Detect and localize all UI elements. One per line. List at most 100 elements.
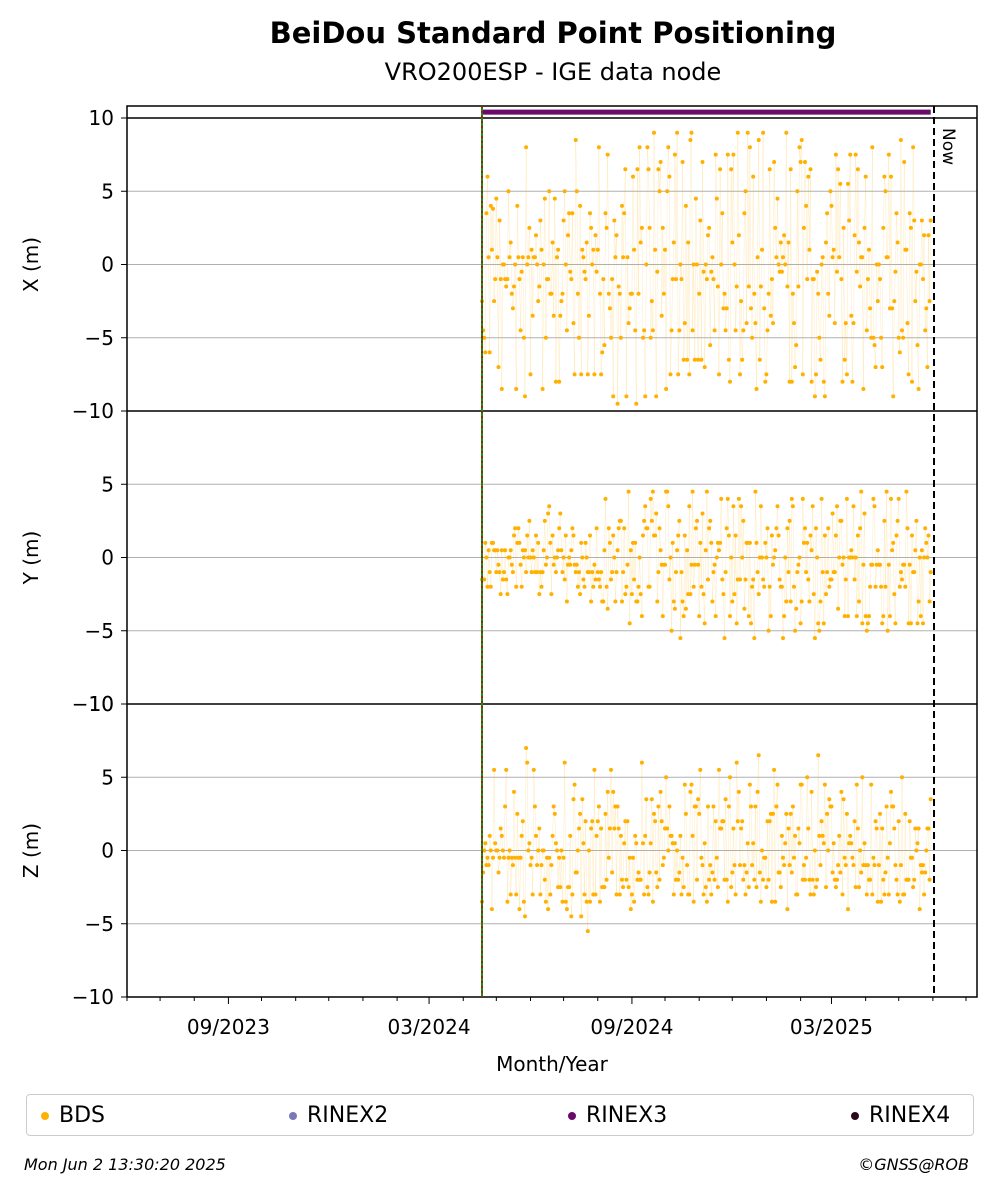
bds-point <box>903 811 908 816</box>
bds-point <box>594 269 599 274</box>
bds-point <box>764 555 769 560</box>
bds-point <box>596 577 601 582</box>
bds-point <box>740 819 745 824</box>
bds-point <box>602 885 607 890</box>
bds-point <box>790 804 795 809</box>
bds-point <box>928 797 933 802</box>
bds-point <box>537 826 542 831</box>
bds-point <box>702 365 707 370</box>
bds-point <box>702 621 707 626</box>
bds-point <box>521 899 526 904</box>
bds-point <box>536 299 541 304</box>
bds-point <box>809 548 814 553</box>
bds-point <box>569 277 574 282</box>
bds-point <box>887 841 892 846</box>
bds-point <box>807 877 812 882</box>
bds-point <box>782 614 787 619</box>
bds-point <box>487 833 492 838</box>
bds-point <box>784 811 789 816</box>
bds-point <box>824 592 828 597</box>
bds-point <box>523 394 527 399</box>
bds-point <box>900 775 904 780</box>
bds-point <box>775 196 780 201</box>
bds-point <box>788 599 793 604</box>
bds-point <box>509 291 514 296</box>
bds-point <box>547 189 552 194</box>
bds-point <box>530 548 535 553</box>
bds-point <box>557 855 562 860</box>
bds-point <box>789 870 794 875</box>
bds-point <box>660 225 665 230</box>
bds-point <box>746 885 751 890</box>
bds-point <box>498 826 503 831</box>
bds-point <box>564 328 569 333</box>
bds-point <box>562 760 567 765</box>
bds-point <box>691 584 696 589</box>
bds-point <box>711 570 716 575</box>
bds-point <box>617 892 622 897</box>
bds-point <box>755 255 760 260</box>
bds-point <box>691 899 696 904</box>
bds-point <box>844 372 849 377</box>
bds-point <box>867 614 871 619</box>
bds-point <box>491 855 495 860</box>
bds-point <box>641 533 645 538</box>
bds-point <box>710 255 715 260</box>
bds-point <box>853 152 858 157</box>
bds-point <box>700 160 705 164</box>
bds-point <box>786 240 791 245</box>
bds-point <box>596 804 601 809</box>
bds-point <box>871 855 876 860</box>
bds-point <box>555 555 559 560</box>
bds-point <box>561 855 566 860</box>
bds-point <box>482 335 487 340</box>
bds-point <box>709 540 714 545</box>
bds-point <box>812 394 817 399</box>
y-axis-label: X (m) <box>19 237 43 292</box>
legend-item-rinex2: RINEX2 <box>289 1103 388 1128</box>
bds-point <box>707 877 712 882</box>
bds-point <box>611 533 616 538</box>
bds-point <box>492 767 497 772</box>
bds-point <box>755 789 760 794</box>
bds-point <box>804 570 809 575</box>
bds-point <box>603 496 608 501</box>
bds-point <box>676 533 681 538</box>
bds-point <box>927 877 932 882</box>
bds-point <box>719 262 724 267</box>
bds-point <box>496 562 501 567</box>
bds-point <box>592 767 597 772</box>
bds-point <box>781 255 785 260</box>
bds-point <box>814 526 818 531</box>
bds-point <box>669 328 674 333</box>
bds-point <box>826 526 831 531</box>
bds-point <box>695 877 699 882</box>
bds-point <box>865 621 870 626</box>
bds-point <box>588 533 592 538</box>
bds-point <box>577 335 581 340</box>
bds-point <box>730 599 735 604</box>
bds-point <box>652 811 656 816</box>
bds-point <box>515 811 520 816</box>
bds-point <box>560 570 565 575</box>
bds-point <box>916 387 921 391</box>
bds-point <box>502 262 506 267</box>
bds-point <box>882 518 887 523</box>
bds-point <box>518 328 523 333</box>
bds-point <box>781 855 785 860</box>
bds-point <box>580 247 585 252</box>
bds-point <box>897 584 902 589</box>
bds-point <box>519 833 524 838</box>
bds-point <box>713 819 718 824</box>
bds-point <box>763 540 768 545</box>
bds-point <box>729 167 734 172</box>
bds-point <box>860 621 865 626</box>
bds-point <box>777 870 782 875</box>
bds-point <box>714 855 719 860</box>
bds-point <box>683 811 688 816</box>
bds-point <box>494 196 499 201</box>
bds-point <box>623 167 628 172</box>
bds-point <box>583 540 588 545</box>
bds-point <box>839 518 844 523</box>
legend-label: RINEX4 <box>869 1103 951 1128</box>
